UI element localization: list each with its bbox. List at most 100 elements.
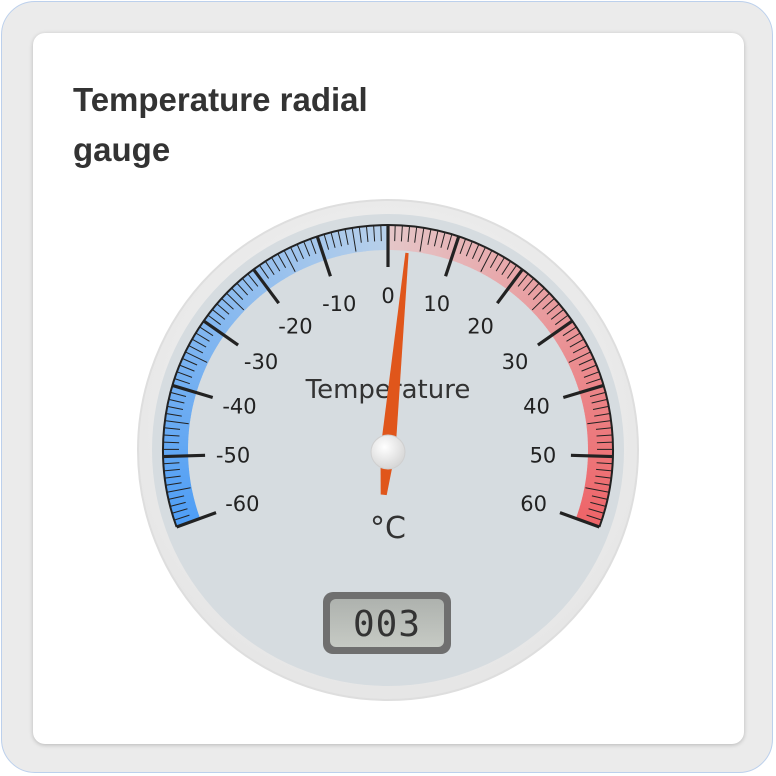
band-segment xyxy=(231,285,252,307)
minor-tick xyxy=(330,232,336,248)
minor-tick xyxy=(583,371,600,378)
tick-label: -30 xyxy=(244,350,278,374)
band-segment xyxy=(280,250,297,275)
band-segment xyxy=(187,345,212,360)
band-segment xyxy=(245,273,264,296)
tick-label: 20 xyxy=(467,315,494,339)
band-segment xyxy=(509,271,529,294)
minor-tick xyxy=(174,378,190,385)
band-segment xyxy=(407,226,414,252)
band-segment xyxy=(277,251,294,276)
band-segment xyxy=(190,338,215,355)
band-segment xyxy=(485,253,502,278)
tick-label: -10 xyxy=(322,292,356,316)
minor-tick xyxy=(501,261,511,275)
band-segment xyxy=(560,336,585,352)
band-segment xyxy=(303,239,317,265)
band-segment xyxy=(477,248,493,273)
band-segment xyxy=(193,332,218,349)
band-segment xyxy=(563,342,588,358)
band-segment xyxy=(259,262,277,286)
tick-label: -40 xyxy=(222,395,256,419)
band-segment xyxy=(192,335,216,352)
band-segment xyxy=(586,468,613,476)
tick-label: -20 xyxy=(278,315,312,339)
band-segment xyxy=(583,487,609,497)
band-segment xyxy=(453,237,467,263)
minor-tick xyxy=(554,314,569,326)
band-segment xyxy=(575,371,601,384)
band-segment xyxy=(239,278,259,300)
band-segment xyxy=(236,280,257,302)
minor-tick xyxy=(568,351,591,363)
minor-tick xyxy=(277,253,287,269)
minor-tick xyxy=(165,482,182,486)
band-segment xyxy=(569,355,594,370)
band-segment xyxy=(338,229,348,255)
minor-tick xyxy=(271,257,281,272)
minor-tick xyxy=(174,514,190,521)
minor-tick xyxy=(163,441,180,444)
band-segment xyxy=(529,290,550,311)
minor-tick xyxy=(592,405,609,411)
band-segment xyxy=(471,245,486,270)
band-segment xyxy=(566,348,591,364)
minor-tick xyxy=(587,420,612,425)
band-segment xyxy=(174,374,200,387)
band-segment xyxy=(164,416,191,424)
band-segment xyxy=(459,240,473,265)
band-segment xyxy=(166,483,192,493)
minor-tick xyxy=(400,225,403,242)
band-segment xyxy=(585,474,612,483)
minor-tick xyxy=(527,282,540,296)
band-segment xyxy=(224,292,245,313)
major-tick xyxy=(163,453,206,459)
band-segment xyxy=(571,361,597,375)
minor-tick xyxy=(380,225,382,242)
band-segment xyxy=(558,332,583,350)
major-tick xyxy=(562,383,605,400)
minor-tick xyxy=(596,434,613,437)
minor-tick xyxy=(591,398,608,404)
band-segment xyxy=(526,288,548,309)
minor-tick xyxy=(163,434,180,437)
minor-tick xyxy=(163,468,180,472)
band-segment xyxy=(341,229,351,255)
band-segment xyxy=(168,493,194,503)
band-segment xyxy=(507,269,526,292)
band-segment xyxy=(165,477,191,486)
band-segment xyxy=(562,339,586,355)
minor-tick xyxy=(165,413,182,417)
band-segment xyxy=(234,282,255,304)
value-readout: 003 xyxy=(353,604,421,645)
band-segment xyxy=(586,420,612,428)
band-segment xyxy=(205,314,229,333)
band-segment xyxy=(170,502,197,514)
minor-tick xyxy=(590,501,606,507)
band-segment xyxy=(544,309,567,328)
tick-label: 30 xyxy=(502,350,529,374)
band-segment xyxy=(551,320,575,339)
band-segment xyxy=(522,283,543,305)
band-segment xyxy=(345,228,354,254)
band-segment xyxy=(570,358,596,373)
minor-tick xyxy=(446,234,453,250)
minor-tick xyxy=(358,226,362,243)
minor-tick xyxy=(581,364,597,372)
band-segment xyxy=(170,388,196,399)
minor-tick xyxy=(231,287,244,301)
band-segment xyxy=(268,257,285,281)
band-segment xyxy=(164,474,190,482)
minor-tick xyxy=(595,475,612,479)
band-segment xyxy=(297,242,311,268)
band-segment xyxy=(512,273,532,296)
band-segment xyxy=(548,315,571,334)
minor-tick xyxy=(595,427,612,430)
band-segment xyxy=(229,287,250,309)
band-segment xyxy=(584,409,611,419)
minor-tick xyxy=(185,351,208,363)
major-tick xyxy=(570,453,613,459)
band-segment xyxy=(348,227,357,254)
band-segment xyxy=(262,261,280,285)
